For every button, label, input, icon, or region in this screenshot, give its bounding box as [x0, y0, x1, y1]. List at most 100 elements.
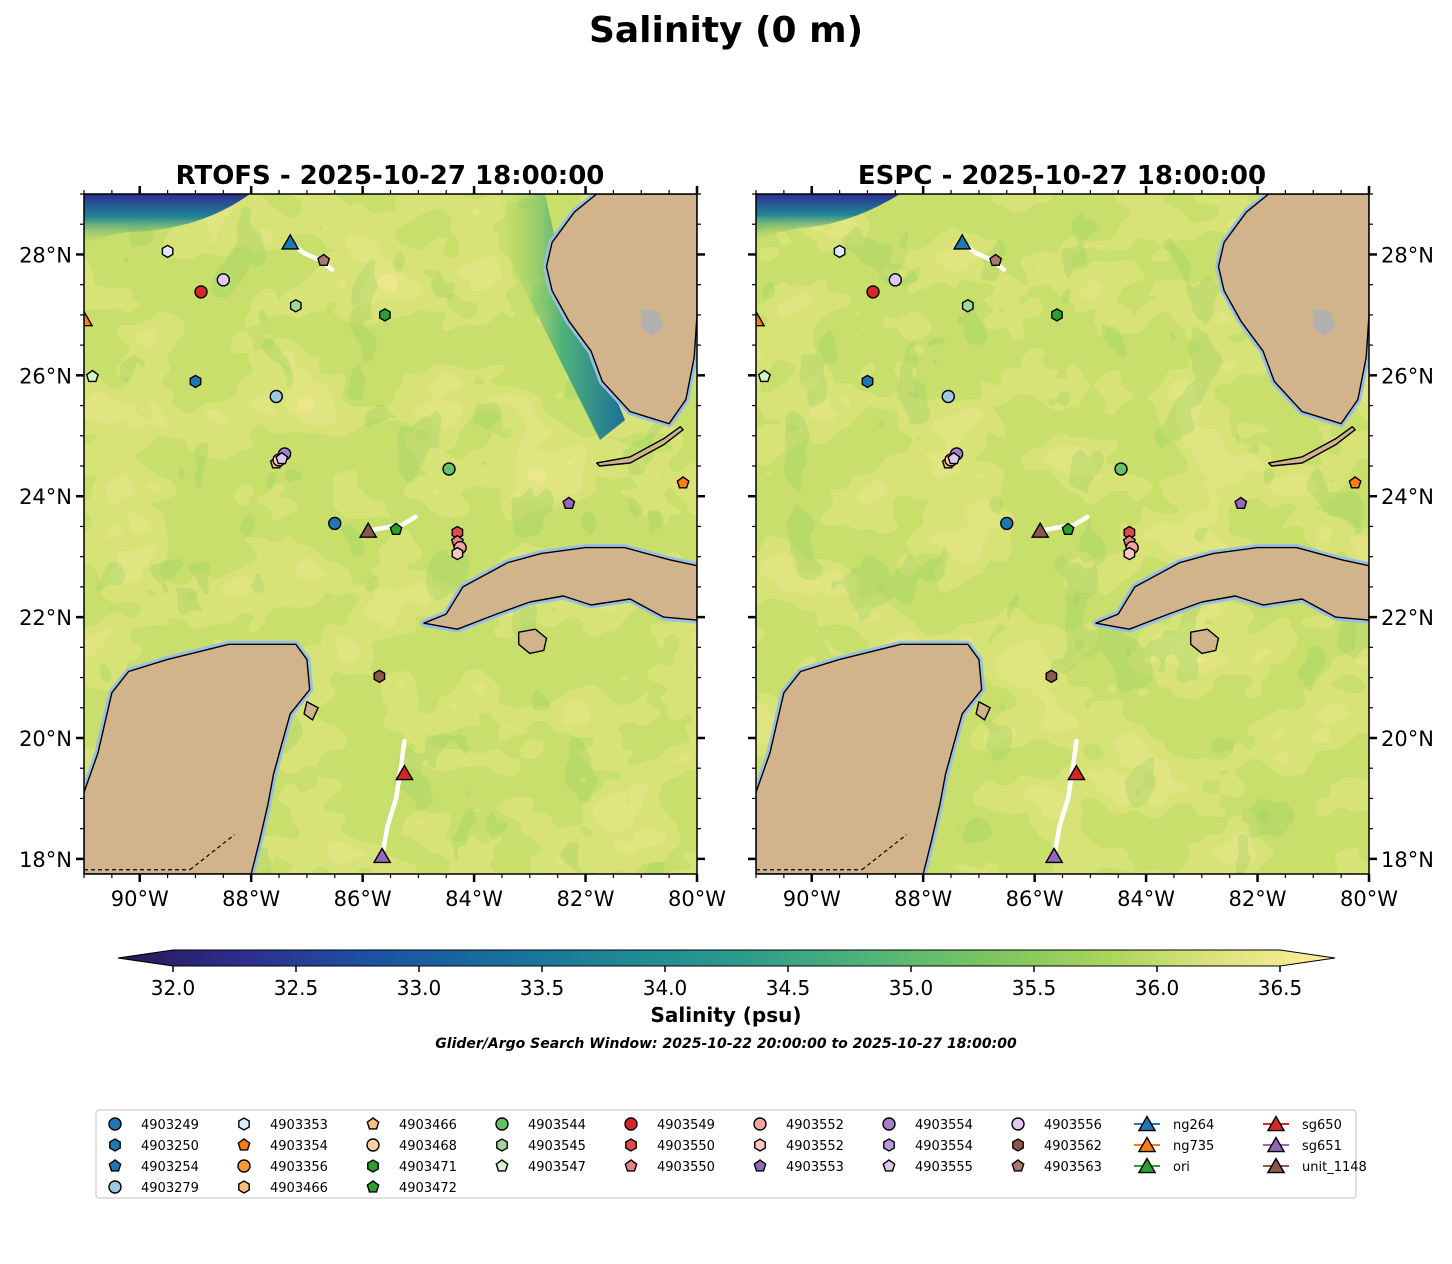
x-tick-label: 88°W — [894, 887, 952, 911]
legend-symbol — [108, 1159, 122, 1172]
legend-entry: 4903562 — [1012, 1138, 1102, 1154]
marker-ng735 — [84, 310, 94, 327]
legend-symbol — [753, 1159, 767, 1172]
legend-symbol — [1137, 1157, 1157, 1174]
legend-symbol — [624, 1159, 638, 1172]
y-tick-label: 26°N — [19, 364, 72, 388]
marker-4903556 — [216, 273, 231, 287]
legend-entry: 4903552 — [754, 1138, 844, 1154]
colorbar-tick-label: 36.5 — [1258, 976, 1303, 1000]
colorbar-tick-label: 32.0 — [151, 976, 196, 1000]
marker-4903279 — [269, 389, 283, 404]
marker-4903545 — [289, 298, 302, 313]
legend-entry: sg651 — [1263, 1136, 1342, 1154]
marker-4903562 — [1045, 669, 1058, 684]
legend-symbol — [109, 1138, 121, 1152]
florida-keys-land — [596, 426, 684, 467]
colorbar-tick-label: 32.5 — [274, 976, 319, 1000]
legend-symbol — [1011, 1117, 1025, 1131]
rtofs-map-panel: RTOFS - 2025-10-27 18:00:00 90°W 88°W 86°W… — [19, 161, 747, 911]
marker-4903555 — [275, 451, 289, 465]
legend-label: 4903550 — [657, 1160, 715, 1175]
marker-4903544 — [1114, 462, 1128, 476]
x-tick-label: 84°W — [445, 887, 503, 911]
y-tick-label: 28°N — [19, 243, 72, 267]
legend-entry: 4903550 — [625, 1138, 715, 1154]
search-window-caption: Glider/Argo Search Window: 2025-10-22 20… — [435, 1036, 1017, 1052]
marker-ng264 — [280, 233, 300, 250]
marker-4903250 — [189, 374, 202, 389]
legend-symbol — [238, 1117, 250, 1131]
legend-label: sg650 — [1302, 1118, 1342, 1133]
legend-label: 4903549 — [657, 1118, 715, 1133]
legend-entry: 4903563 — [1011, 1159, 1102, 1175]
colorbar-tick-label: 36.0 — [1135, 976, 1180, 1000]
marker-4903472 — [389, 522, 403, 535]
marker-4903563 — [989, 253, 1003, 266]
colorbar-label: Salinity (psu) — [650, 1003, 801, 1027]
x-tick-label: 80°W — [1340, 887, 1398, 911]
legend-entry: 4903250 — [109, 1138, 199, 1154]
legend-label: 4903354 — [270, 1139, 328, 1154]
legend-symbol — [1266, 1157, 1286, 1174]
legend-entry: 4903555 — [882, 1159, 973, 1175]
marker-sg650 — [395, 764, 414, 781]
legend-symbol — [1137, 1115, 1157, 1132]
legend-label: ng735 — [1173, 1139, 1214, 1154]
legend-label: 4903554 — [915, 1139, 973, 1154]
espc-map-panel: ESPC - 2025-10-27 18:00:00 90°W 88°W 86°W 8… — [748, 161, 1434, 911]
y-tick-label: 20°N — [19, 727, 72, 751]
legend-label: unit_1148 — [1302, 1160, 1367, 1175]
legend-symbol — [495, 1159, 509, 1172]
fresh-water-plume — [756, 194, 900, 240]
x-tick-label: 90°W — [783, 887, 841, 911]
legend-entry: 4903556 — [1011, 1117, 1102, 1133]
marker-4903553 — [1234, 496, 1248, 509]
legend-entry: 4903547 — [495, 1159, 586, 1175]
marker-4903556 — [888, 273, 903, 287]
legend-label: 4903279 — [141, 1181, 199, 1196]
legend-label: 4903356 — [270, 1160, 328, 1175]
legend-entry: 4903356 — [237, 1159, 328, 1175]
legend-label: 4903471 — [399, 1160, 457, 1175]
legend-label: 4903254 — [141, 1160, 199, 1175]
border-line — [189, 834, 235, 871]
legend-entry: 4903545 — [496, 1138, 586, 1154]
marker-sg651 — [1044, 847, 1064, 864]
marker-4903472 — [1061, 522, 1075, 535]
marker-ng735 — [676, 476, 690, 489]
track-sg650_sg651 — [379, 738, 407, 859]
marker-sg651 — [372, 847, 392, 864]
espc-panel-title: ESPC - 2025-10-27 18:00:00 — [858, 161, 1266, 191]
legend-entry: 4903554 — [883, 1138, 973, 1154]
colorbar-tick-label: 34.5 — [766, 976, 811, 1000]
legend-symbol — [108, 1180, 122, 1194]
x-tick-label: 90°W — [111, 887, 169, 911]
marker-4903555 — [947, 451, 961, 465]
legend-label: 4903555 — [915, 1160, 973, 1175]
marker-4903254 — [736, 430, 747, 441]
cozumel-land — [303, 701, 319, 721]
legend-entry: 4903553 — [753, 1159, 844, 1175]
cuba-land — [423, 546, 697, 630]
yucatan-land — [84, 643, 311, 874]
legend-entry: sg650 — [1263, 1115, 1342, 1133]
marker-4903353 — [161, 244, 174, 259]
legend-label: 4903545 — [528, 1139, 586, 1154]
fresh-water-plume — [84, 194, 250, 245]
legend-label: 4903353 — [270, 1118, 328, 1133]
legend-symbol — [495, 1117, 509, 1131]
y-tick-label: 28°N — [1381, 243, 1434, 267]
legend-symbol — [1266, 1136, 1286, 1153]
legend-symbol — [753, 1117, 767, 1131]
marker-4903549 — [866, 285, 880, 299]
legend-entry: ori — [1134, 1157, 1190, 1175]
legend-entry: 4903468 — [366, 1138, 457, 1154]
florida-keys-land — [1267, 426, 1356, 467]
legend-entry: 4903354 — [237, 1138, 328, 1154]
legend-symbol — [882, 1117, 896, 1131]
marker-4903356 — [1419, 454, 1431, 466]
legend-symbol — [238, 1180, 250, 1194]
marker-4903353 — [833, 244, 846, 259]
